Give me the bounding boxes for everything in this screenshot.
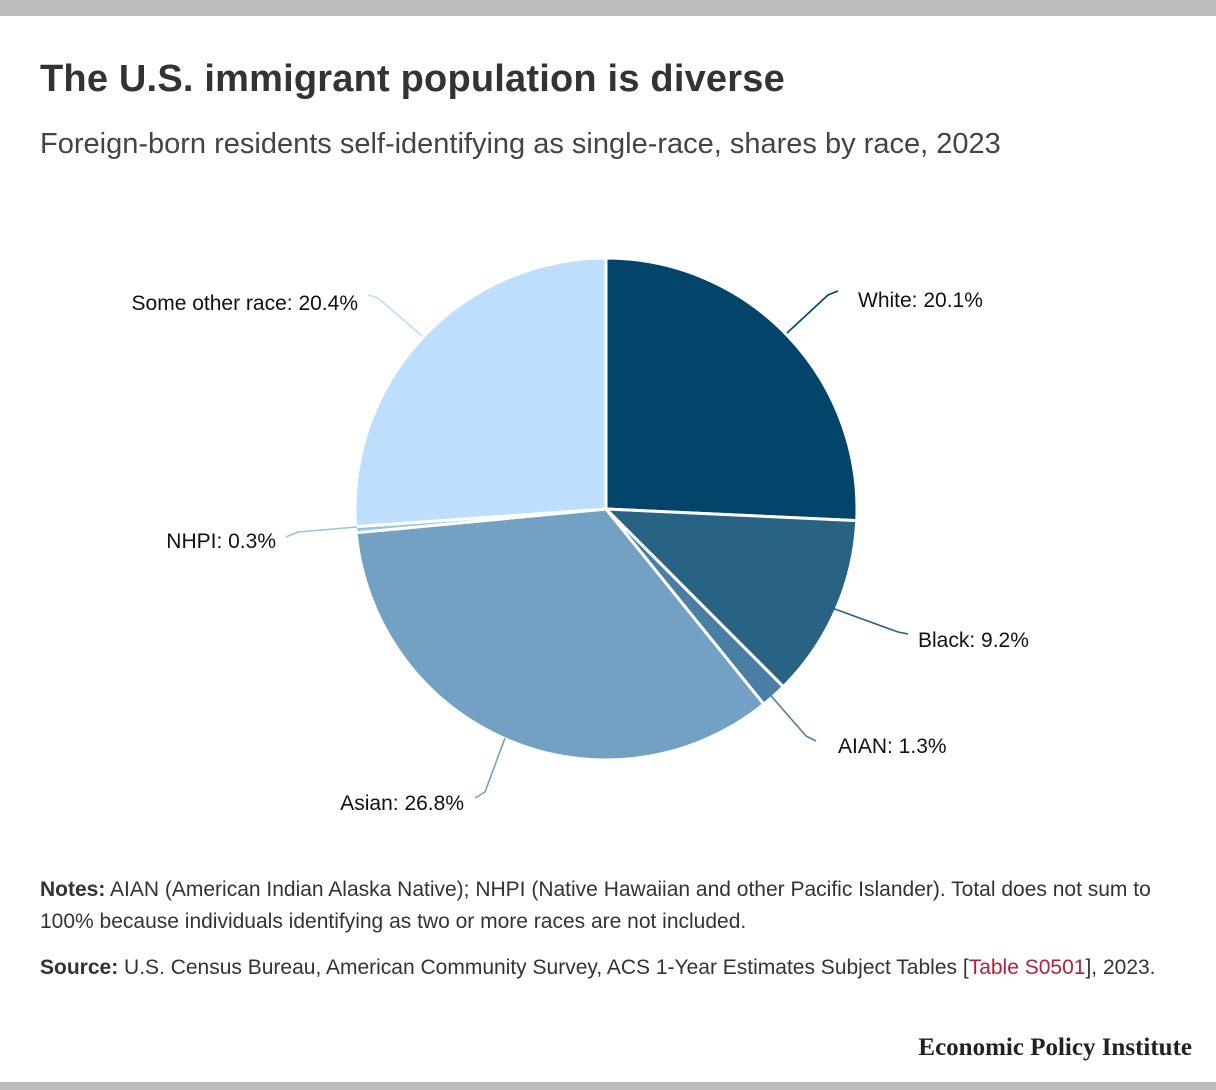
top-border <box>0 0 1216 16</box>
notes: Notes: AIAN (American Indian Alaska Nati… <box>40 874 1180 938</box>
source-text-before: U.S. Census Bureau, American Community S… <box>118 956 969 979</box>
pie-chart: White: 20.1% Black: 9.2% AIAN: 1.3% Asian: … <box>132 256 1029 815</box>
data-label-asian: Asian: 26.8% <box>340 792 464 815</box>
leader-line-white <box>786 290 839 334</box>
pie-slice-some-other-race[interactable] <box>353 256 608 529</box>
data-label-black: Black: 9.2% <box>918 629 1029 652</box>
leader-line-some-other-race <box>367 294 423 337</box>
source-table-link[interactable]: Table S0501 <box>968 956 1086 979</box>
data-label-white: White: 20.1% <box>858 289 983 312</box>
leader-line-black <box>831 607 909 635</box>
source-heading: Source: <box>40 956 119 979</box>
source: Source: U.S. Census Bureau, American Com… <box>40 952 1180 984</box>
leader-line-aian <box>765 689 817 742</box>
chart-subtitle: Foreign-born residents self-identifying … <box>40 128 1001 160</box>
pie-rim <box>354 257 858 761</box>
data-label-aian: AIAN: 1.3% <box>838 735 947 758</box>
data-label-nhpi: NHPI: 0.3% <box>166 530 276 553</box>
source-text-after: ], 2023. <box>1085 956 1156 979</box>
bottom-border <box>0 1082 1216 1090</box>
notes-text: AIAN (American Indian Alaska Native); NH… <box>40 878 1151 933</box>
publisher-name: Economic Policy Institute <box>918 1034 1192 1061</box>
leader-line-nhpi <box>285 526 358 538</box>
data-label-some-other-race: Some other race: 20.4% <box>132 292 358 315</box>
pie-slice-white[interactable] <box>604 256 859 523</box>
leader-line-asian <box>474 737 506 799</box>
notes-heading: Notes: <box>40 878 106 901</box>
chart-title: The U.S. immigrant population is diverse <box>40 58 785 100</box>
